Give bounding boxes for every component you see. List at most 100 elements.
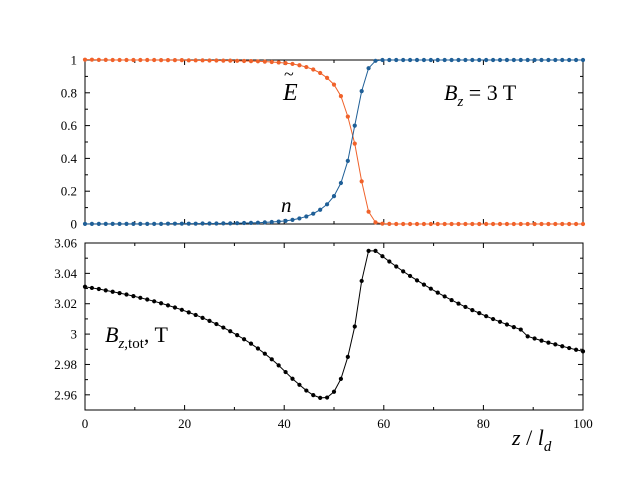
data-point [290, 376, 295, 381]
y-tick-label: 3.02 [54, 296, 77, 311]
data-point [414, 57, 420, 63]
data-point [235, 221, 240, 226]
data-point [96, 221, 101, 226]
data-point [553, 342, 558, 347]
data-point [311, 393, 316, 398]
y-tick-label: 0.6 [61, 118, 78, 133]
data-point [324, 395, 330, 400]
x-tick-label: 60 [377, 416, 390, 431]
data-point [463, 221, 468, 227]
data-point [283, 218, 288, 223]
data-point [484, 314, 489, 319]
data-point [89, 221, 95, 226]
data-point [297, 382, 302, 387]
data-point [124, 57, 129, 63]
data-point [255, 59, 261, 64]
svg-text:E: E [282, 80, 298, 106]
data-point [414, 221, 420, 227]
data-point [89, 57, 95, 62]
data-point [262, 220, 267, 225]
data-point [172, 221, 178, 226]
data-point [428, 286, 433, 291]
data-point [421, 221, 427, 227]
data-point [193, 58, 198, 63]
data-point [82, 221, 88, 226]
bottom-panel: 2.96 2.98 3 3.02 3.04 3.06 0 20 40 60 80 100 [54, 236, 593, 432]
data-point [172, 58, 178, 63]
data-point [580, 349, 586, 354]
data-point [221, 221, 226, 226]
data-point [394, 264, 399, 269]
data-point [401, 57, 406, 63]
data-point [324, 75, 330, 80]
data-point [449, 297, 454, 303]
data-point [511, 57, 516, 63]
x-tick-label: 100 [573, 416, 593, 431]
data-point [318, 207, 323, 212]
data-point [484, 221, 489, 227]
y-tick-label: 2.98 [54, 357, 77, 372]
data-point [124, 221, 129, 226]
data-point [442, 294, 447, 299]
data-point [470, 57, 475, 63]
data-point [214, 321, 219, 327]
data-point [504, 221, 510, 227]
data-point [456, 221, 461, 227]
data-point [283, 369, 288, 375]
data-point [186, 310, 191, 315]
data-point [82, 284, 88, 289]
data-point [200, 221, 205, 226]
data-point [152, 299, 157, 304]
data-point [477, 221, 482, 227]
data-point [380, 57, 385, 63]
y-tick-label: 3 [71, 327, 78, 342]
svg-text:Bz,tot, T: Bz,tot, T [105, 322, 168, 352]
data-point [484, 57, 489, 63]
data-point [477, 57, 482, 63]
data-point [262, 351, 267, 356]
data-point [567, 57, 572, 63]
data-point [573, 221, 579, 227]
data-point [214, 221, 219, 226]
data-point [276, 60, 281, 65]
data-point [145, 57, 150, 63]
data-point [338, 93, 344, 99]
data-point [186, 58, 191, 63]
data-point [470, 308, 475, 313]
data-point [297, 216, 302, 221]
data-point [255, 346, 261, 351]
data-point [387, 221, 392, 226]
data-point [442, 221, 447, 227]
x-tick-label: 20 [178, 416, 191, 431]
data-point [304, 388, 309, 393]
y-tick-label: 1 [71, 53, 78, 68]
data-point [463, 304, 468, 310]
data-point [186, 221, 191, 226]
data-point [331, 389, 337, 394]
data-point [345, 158, 350, 163]
data-point [311, 67, 316, 72]
data-point [553, 57, 558, 63]
data-point [490, 57, 496, 63]
y-tick-label: 3.04 [54, 266, 77, 281]
data-point [138, 57, 143, 63]
data-point [158, 301, 164, 306]
data-point [504, 322, 510, 327]
data-point [304, 214, 309, 219]
data-point [401, 221, 406, 227]
series-label-e: E ~ [282, 64, 298, 106]
data-point [158, 221, 164, 226]
svg-text:n: n [281, 193, 292, 217]
data-point [497, 221, 503, 227]
x-tick-label: 40 [278, 416, 291, 431]
data-point [560, 221, 565, 227]
data-point [269, 59, 274, 65]
data-point [110, 221, 115, 226]
data-point [490, 316, 496, 322]
data-point [241, 220, 247, 226]
data-point [553, 221, 558, 227]
data-point [324, 202, 330, 207]
data-point [165, 58, 171, 63]
data-point [117, 57, 122, 63]
